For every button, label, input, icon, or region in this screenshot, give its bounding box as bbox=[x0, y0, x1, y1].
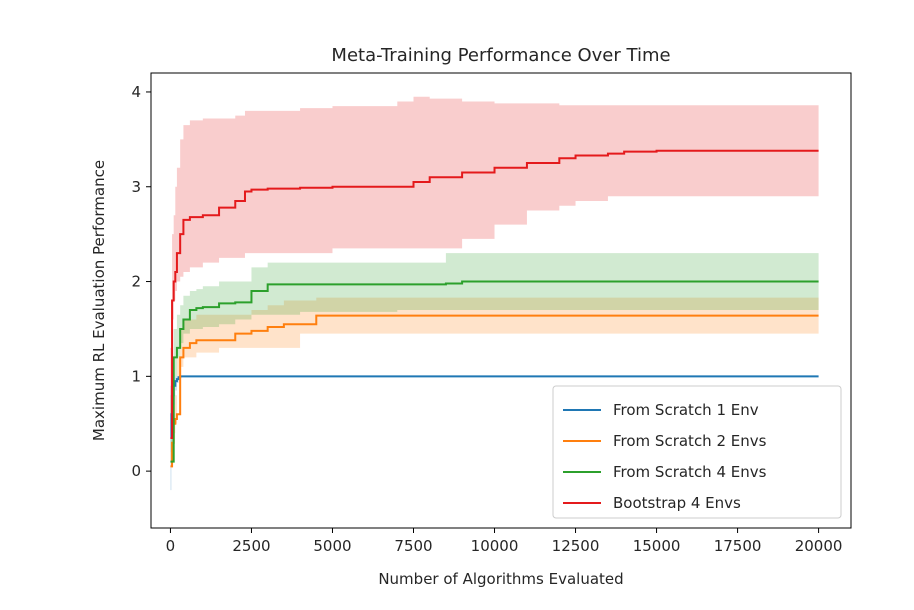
y-tick-label: 4 bbox=[131, 83, 141, 101]
legend-label-from-scratch-2-envs: From Scratch 2 Envs bbox=[613, 432, 767, 450]
band-from-scratch-4-envs bbox=[170, 253, 819, 467]
series-line-bootstrap-4-envs bbox=[170, 149, 819, 439]
x-axis-label: Number of Algorithms Evaluated bbox=[378, 570, 623, 588]
y-tick-label: 2 bbox=[131, 273, 141, 291]
legend-box bbox=[552, 385, 842, 519]
x-tick-label: 15000 bbox=[633, 537, 681, 555]
legend-label-bootstrap-4-envs: Bootstrap 4 Envs bbox=[613, 494, 741, 512]
x-tick-label: 10000 bbox=[471, 537, 519, 555]
legend-label-from-scratch-1-env: From Scratch 1 Env bbox=[613, 401, 759, 419]
x-tick-label: 17500 bbox=[714, 537, 762, 555]
band-bootstrap-4-envs bbox=[170, 96, 819, 443]
plot-frame bbox=[150, 72, 852, 529]
x-tick-label: 20000 bbox=[795, 537, 843, 555]
y-tick-label: 0 bbox=[131, 462, 141, 480]
series-line-from-scratch-4-envs bbox=[170, 280, 819, 463]
chart-title: Meta-Training Performance Over Time bbox=[331, 45, 670, 66]
y-axis-label: Maximum RL Evaluation Performance bbox=[90, 160, 108, 441]
series-line-from-scratch-2-envs bbox=[170, 314, 819, 468]
x-tick-label: 7500 bbox=[394, 537, 432, 555]
x-tick-label: 12500 bbox=[552, 537, 600, 555]
x-tick-label: 0 bbox=[166, 537, 176, 555]
chart-legend: From Scratch 1 Env From Scratch 2 Envs Fro… bbox=[552, 385, 842, 519]
y-tick-label: 1 bbox=[131, 367, 141, 385]
y-tick-label: 3 bbox=[131, 178, 141, 196]
x-tick-label: 5000 bbox=[313, 537, 351, 555]
legend-label-from-scratch-4-envs: From Scratch 4 Envs bbox=[613, 463, 767, 481]
x-tick-label: 2500 bbox=[232, 537, 270, 555]
y-axis-ticks: 0 1 2 3 4 bbox=[131, 83, 151, 480]
legend-entries: From Scratch 1 Env From Scratch 2 Envs Fro… bbox=[563, 401, 767, 512]
x-axis-ticks: 0 2500 5000 7500 10000 12500 15000 17500 20000 bbox=[166, 528, 843, 555]
series-line-layer bbox=[170, 149, 819, 468]
